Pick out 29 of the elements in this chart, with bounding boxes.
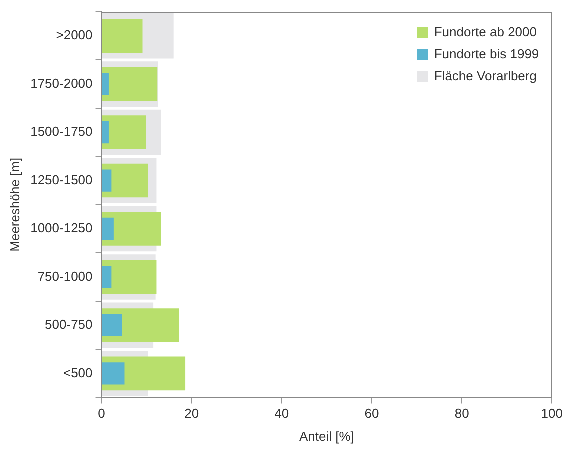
x-tick-label: 0 [98, 406, 106, 422]
bar [102, 67, 158, 102]
y-tick-label: >2000 [56, 28, 93, 43]
x-tick-label: 60 [364, 406, 380, 422]
bar [102, 314, 122, 337]
x-tick-label: 100 [541, 406, 564, 422]
x-axis-title: Anteil [%] [300, 428, 354, 444]
y-axis-title: Meereshöhe [m] [7, 158, 22, 252]
x-tick-label: 40 [274, 406, 290, 422]
bar [102, 121, 109, 144]
y-tick-label: 500-750 [45, 317, 93, 332]
x-tick-label: 20 [184, 406, 200, 422]
bar [102, 362, 125, 385]
legend-label: Fundorte bis 1999 [434, 46, 540, 62]
bar [102, 266, 112, 288]
x-tick-label: 80 [454, 406, 470, 422]
bar [102, 170, 112, 192]
bar [102, 73, 109, 96]
legend-label: Fläche Vorarlberg [434, 68, 537, 84]
bar [102, 116, 146, 150]
y-tick-label: 1250-1500 [30, 172, 93, 188]
legend-label: Fundorte ab 2000 [434, 24, 537, 40]
y-tick-label: 1000-1250 [30, 220, 93, 236]
y-tick-label: 750-1000 [38, 268, 93, 284]
y-tick-label: <500 [63, 365, 93, 380]
bar [102, 19, 143, 53]
y-tick-label: 1500-1750 [30, 124, 93, 140]
y-tick-label: 1750-2000 [30, 76, 93, 91]
bar [102, 218, 114, 240]
